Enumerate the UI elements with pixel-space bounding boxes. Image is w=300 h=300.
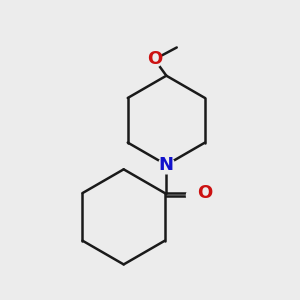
Text: O: O (197, 184, 212, 202)
Text: N: N (159, 156, 174, 174)
Text: O: O (147, 50, 162, 68)
